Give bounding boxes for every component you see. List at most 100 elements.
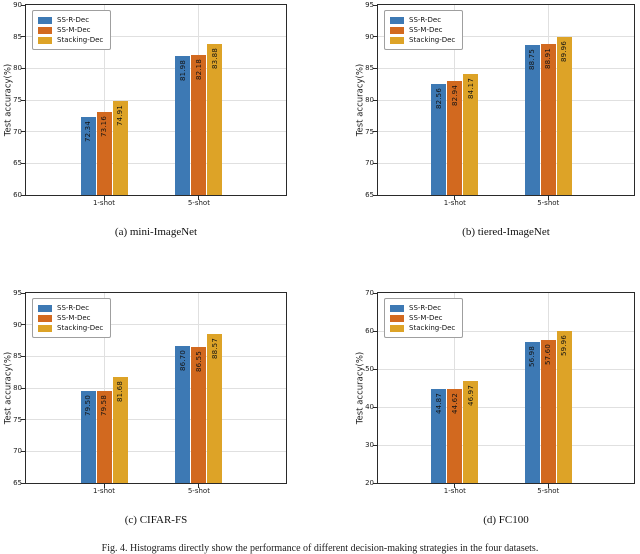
bar-value-label: 84.17 [466, 77, 475, 99]
y-tick-label: 20 [365, 479, 374, 487]
legend-swatch [390, 304, 404, 312]
plot-area-mini-imagenet: 60 65 70 75 80 85 90 1-shot 72.34 73.16 74.91 5-sho… [13, 1, 287, 207]
legend-swatch [38, 36, 52, 44]
y-tick-label: 60 [13, 191, 22, 199]
legend-item-ss-m-dec: SS-M-Dec [390, 26, 455, 34]
bar-ss-m-dec-5-shot: 57.60 [540, 340, 556, 483]
gridline-horizontal [26, 355, 286, 357]
y-tick-label: 80 [13, 384, 22, 392]
bar-value-label: 83.88 [210, 47, 219, 69]
legend-swatch [390, 314, 404, 322]
y-tick-mark [21, 387, 25, 389]
y-tick-label: 40 [365, 403, 374, 411]
bar-value-label: 72.34 [84, 120, 92, 142]
x-tick-mark [198, 484, 200, 488]
bar-value-label: 79.58 [100, 394, 108, 416]
bar-value-label: 88.75 [528, 48, 537, 70]
y-axis-title-wrap: Test accuracy(%) [353, 292, 367, 484]
plot-area-fc100: 20 30 40 50 60 70 1-shot 44.87 44.62 46.97 5-shot 5… [365, 289, 635, 495]
gridline-horizontal [378, 36, 634, 38]
legend-item-stacking-dec: Stacking-Dec [38, 324, 103, 332]
bar-value-label: 59.96 [560, 335, 569, 357]
legend: SS-R-Dec SS-M-Dec Stacking-Dec [384, 10, 464, 50]
bar-value-label: 82.18 [194, 58, 203, 80]
gridline-horizontal [378, 67, 634, 69]
y-tick-label: 65 [13, 159, 22, 168]
y-tick-mark [373, 67, 377, 69]
y-tick-mark [21, 419, 25, 421]
legend-label: SS-M-Dec [57, 26, 91, 34]
x-tick-mark [454, 484, 456, 488]
gridline-vertical [454, 293, 456, 483]
bar-value-label: 74.91 [116, 104, 124, 126]
legend-label: SS-R-Dec [409, 304, 442, 312]
y-tick-mark [373, 482, 377, 484]
y-tick-label: 65 [13, 479, 22, 487]
y-tick-label: 90 [13, 320, 22, 329]
bar-ss-m-dec-5-shot: 88.91 [540, 43, 556, 195]
subcaption-b: (b) tiered-ImageNet [462, 226, 550, 238]
y-tick-mark [373, 406, 377, 408]
y-tick-mark [21, 324, 25, 326]
y-tick-mark [21, 292, 25, 294]
y-tick-mark [373, 162, 377, 164]
gridline-vertical [103, 293, 105, 483]
legend-swatch [38, 314, 52, 322]
gridline-horizontal [26, 162, 286, 164]
bar-value-label: 57.60 [544, 344, 553, 366]
bar-value-label: 88.91 [544, 47, 553, 69]
bar-value-label: 89.96 [560, 40, 569, 62]
y-tick-label: 80 [13, 64, 22, 73]
y-tick-label: 85 [13, 352, 22, 361]
subplot-tiered-imagenet: Test accuracy(%) 65 70 75 80 85 90 95 1-shot 82.… [320, 0, 640, 270]
gridline-horizontal [378, 131, 634, 133]
gridline-horizontal [378, 368, 634, 370]
y-tick-mark [373, 368, 377, 370]
bar-stacking-dec-1-shot: 46.97 [463, 380, 479, 483]
plot-area-tiered-imagenet: 65 70 75 80 85 90 95 1-shot 82.56 82.94 84.17 5-sho… [365, 1, 635, 207]
legend-label: Stacking-Dec [57, 324, 104, 332]
x-tick-label: 1-shot [443, 487, 466, 495]
subcaption-c: (c) CIFAR-FS [124, 514, 188, 526]
y-tick-mark [21, 162, 25, 164]
bar-ss-r-dec-5-shot: 86.70 [175, 345, 191, 483]
y-tick-mark [373, 444, 377, 446]
bar-ss-m-dec-5-shot: 82.18 [191, 54, 207, 195]
legend-item-ss-m-dec: SS-M-Dec [390, 314, 455, 322]
bar-stacking-dec-1-shot: 74.91 [112, 100, 128, 195]
y-tick-label: 70 [365, 159, 374, 168]
gridline-horizontal [26, 36, 286, 38]
x-tick-mark [103, 484, 105, 488]
y-tick-mark [21, 482, 25, 484]
legend-swatch [390, 26, 404, 34]
x-tick-mark [547, 196, 549, 200]
legend-swatch [390, 36, 404, 44]
gridline-horizontal [26, 419, 286, 421]
bar-ss-r-dec-5-shot: 88.75 [524, 44, 540, 195]
legend-item-ss-r-dec: SS-R-Dec [390, 304, 455, 312]
bar-ss-m-dec-1-shot: 73.16 [96, 111, 112, 195]
y-tick-mark [21, 131, 25, 133]
y-tick-label: 70 [13, 127, 22, 136]
legend-swatch [38, 304, 52, 312]
legend-label: SS-M-Dec [409, 26, 443, 34]
bar-stacking-dec-5-shot: 89.96 [556, 36, 572, 195]
legend-item-ss-r-dec: SS-R-Dec [38, 16, 103, 24]
legend-item-stacking-dec: Stacking-Dec [390, 36, 455, 44]
y-tick-mark [373, 99, 377, 101]
gridline-horizontal [26, 324, 286, 326]
bar-ss-m-dec-5-shot: 86.55 [191, 346, 207, 483]
y-tick-label: 85 [365, 64, 374, 73]
x-tick-mark [454, 196, 456, 200]
bar-ss-r-dec-1-shot: 72.34 [80, 116, 96, 195]
x-tick-label: 5-shot [187, 199, 210, 207]
subcaption-d: (d) FC100 [483, 514, 529, 526]
legend-item-ss-m-dec: SS-M-Dec [38, 314, 103, 322]
x-tick-label: 1-shot [92, 487, 116, 495]
y-axis-title: Test accuracy(%) [355, 351, 365, 425]
figure-caption: Fig. 4. Histograms directly show the per… [101, 543, 539, 554]
bar-value-label: 73.16 [100, 115, 108, 137]
y-tick-mark [21, 194, 25, 196]
y-tick-label: 75 [365, 127, 374, 136]
